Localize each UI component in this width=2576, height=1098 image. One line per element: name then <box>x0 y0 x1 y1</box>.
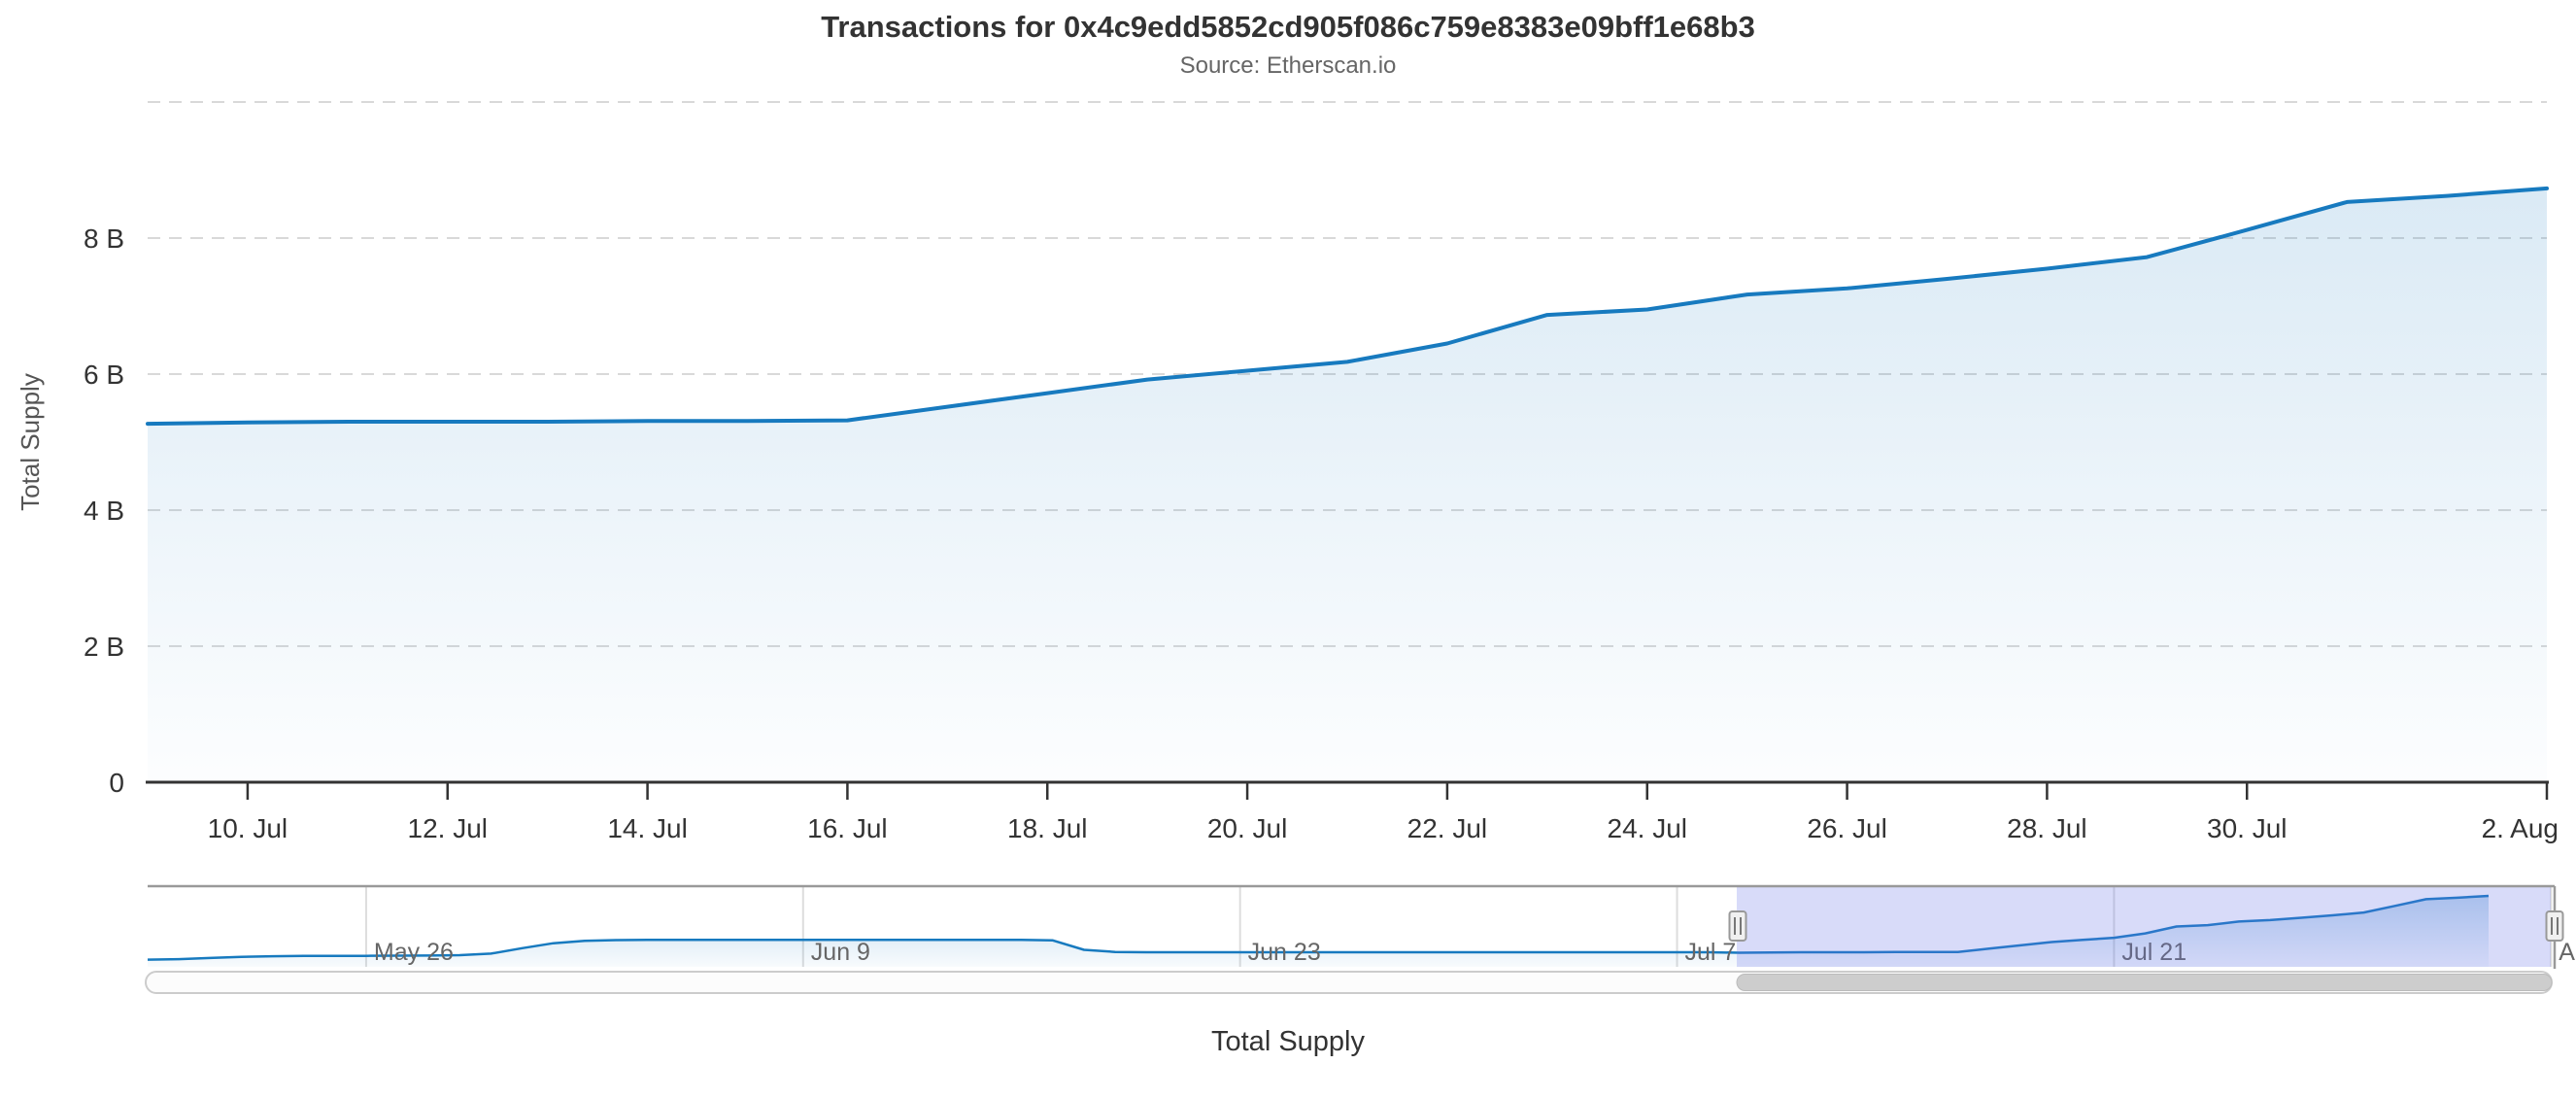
y-tick-label: 2 B <box>84 632 124 662</box>
navigator-handle-right[interactable] <box>2545 910 2564 942</box>
x-tick-label: 26. Jul <box>1807 813 1887 843</box>
legend-item-total-supply[interactable]: Total Supply <box>1211 1026 1365 1057</box>
chart-subtitle: Source: Etherscan.io <box>1179 52 1397 79</box>
navigator-tick-label: Jul 21 <box>2121 939 2186 966</box>
navigator-series-area <box>148 896 2489 967</box>
x-tick-label: 20. Jul <box>1207 813 1288 843</box>
x-tick-label: 16. Jul <box>807 813 888 843</box>
navigator-tick-label: Jul 7 <box>1685 939 1737 966</box>
y-axis-title: Total Supply <box>16 373 45 511</box>
navigator-handle-left[interactable] <box>1728 910 1747 942</box>
y-tick-label: 6 B <box>84 360 124 390</box>
x-tick-label: 14. Jul <box>607 813 688 843</box>
grip-icon[interactable] <box>1728 910 1747 942</box>
x-tick-label: 28. Jul <box>2007 813 2087 843</box>
grip-icon[interactable] <box>2545 910 2564 942</box>
navigator-tick-label: Jun 23 <box>1248 939 1321 966</box>
series-line <box>146 186 2549 427</box>
x-tick-label: 22. Jul <box>1407 813 1488 843</box>
x-tick-label: 10. Jul <box>208 813 288 843</box>
chart-title: Transactions for 0x4c9edd5852cd905f086c7… <box>821 10 1755 44</box>
scrollbar-thumb[interactable] <box>1736 974 2553 991</box>
x-tick-label: 24. Jul <box>1608 813 1688 843</box>
y-tick-label: 4 B <box>84 496 124 526</box>
x-tick-label: 12. Jul <box>408 813 489 843</box>
navigator-series-line <box>147 894 2490 961</box>
y-tick-label: 8 B <box>84 223 124 254</box>
navigator-tick-label: May 26 <box>374 939 454 966</box>
series-area <box>148 188 2547 782</box>
navigator-selected-range[interactable] <box>1737 887 2551 967</box>
x-tick-label: 2. Aug <box>2482 813 2559 843</box>
y-tick-label: 0 <box>109 768 124 798</box>
x-tick-label: 30. Jul <box>2207 813 2288 843</box>
plot-area[interactable] <box>148 102 2547 782</box>
x-tick-label: 18. Jul <box>1007 813 1088 843</box>
navigator-tick-label: Jun 9 <box>811 939 870 966</box>
navigator-tick-label: Aug 4 <box>2559 939 2576 966</box>
